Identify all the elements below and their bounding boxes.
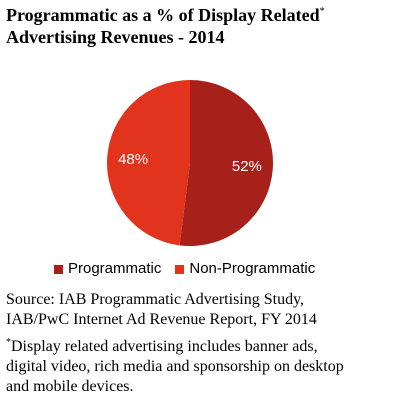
chart-title-line-2: Advertising Revenues - 2014 [6, 27, 225, 47]
source-line-1: Source: IAB Programmatic Advertising Stu… [6, 291, 305, 308]
chart-title: Programmatic as a % of Display Related* … [6, 4, 406, 48]
footnote-text: *Display related advertising includes ba… [6, 337, 406, 397]
legend-label-programmatic: Programmatic [68, 260, 162, 277]
legend-item-non-programmatic: Non-Programmatic [175, 259, 315, 279]
pie-chart: 52% 48% [106, 80, 273, 246]
title-footnote-mark: * [319, 6, 325, 17]
pie-slice-labels: 52% 48% [118, 151, 262, 175]
legend: Programmatic Non-Programmatic [54, 259, 329, 279]
pie-slice-label-non-programmatic: 48% [118, 151, 148, 168]
pie-slice-non-programmatic [106, 80, 190, 246]
footnote-line-3: and mobile devices. [6, 378, 134, 395]
footnote-line-1: Display related advertising includes ban… [11, 338, 318, 355]
pie-slices [106, 80, 273, 246]
legend-swatch-non-programmatic [175, 264, 185, 274]
footnote-line-2: digital video, rich media and sponsorshi… [6, 358, 344, 375]
legend-label-non-programmatic: Non-Programmatic [189, 260, 316, 277]
legend-swatch-programmatic [54, 264, 63, 274]
legend-item-programmatic: Programmatic [54, 259, 161, 279]
chart-title-line-1: Programmatic as a % of Display Related [6, 5, 320, 25]
source-line-2: IAB/PwC Internet Ad Revenue Report, FY 2… [6, 311, 317, 328]
source-text: Source: IAB Programmatic Advertising Stu… [6, 290, 406, 330]
pie-slice-programmatic [179, 80, 273, 246]
footnote-mark: * [6, 337, 11, 348]
pie-slice-label-programmatic: 52% [232, 158, 262, 175]
